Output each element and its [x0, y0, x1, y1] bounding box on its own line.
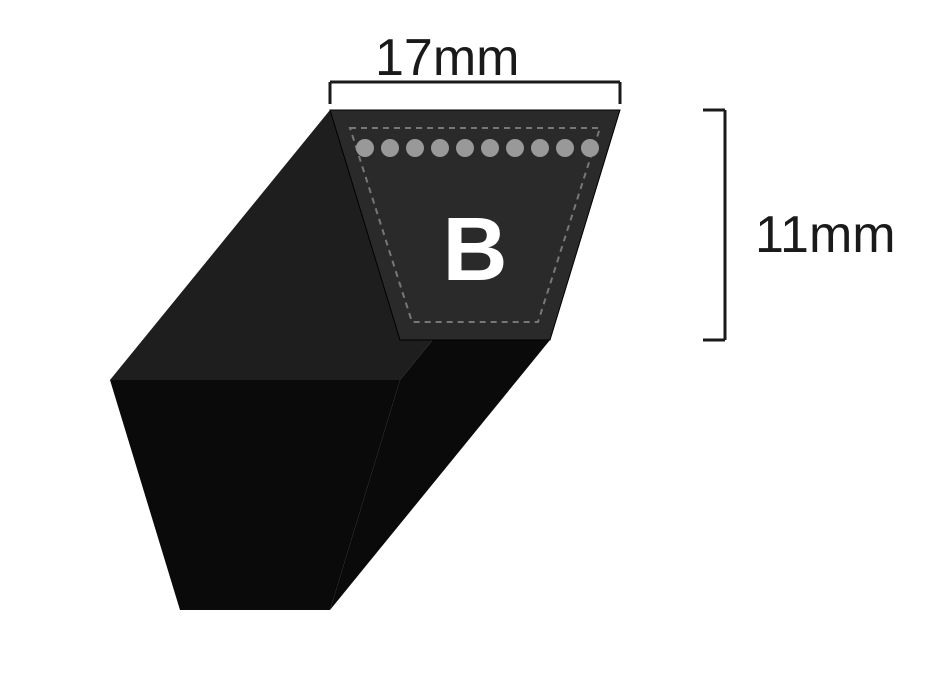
- belt-letter: B: [443, 200, 508, 300]
- width-dimension-label: 17mm: [375, 28, 519, 88]
- height-dimension-bracket: [703, 110, 725, 340]
- diagram-container: B 17mm 11mm: [0, 0, 933, 700]
- height-dimension-label: 11mm: [755, 205, 896, 265]
- belt-diagram-svg: B: [0, 0, 933, 700]
